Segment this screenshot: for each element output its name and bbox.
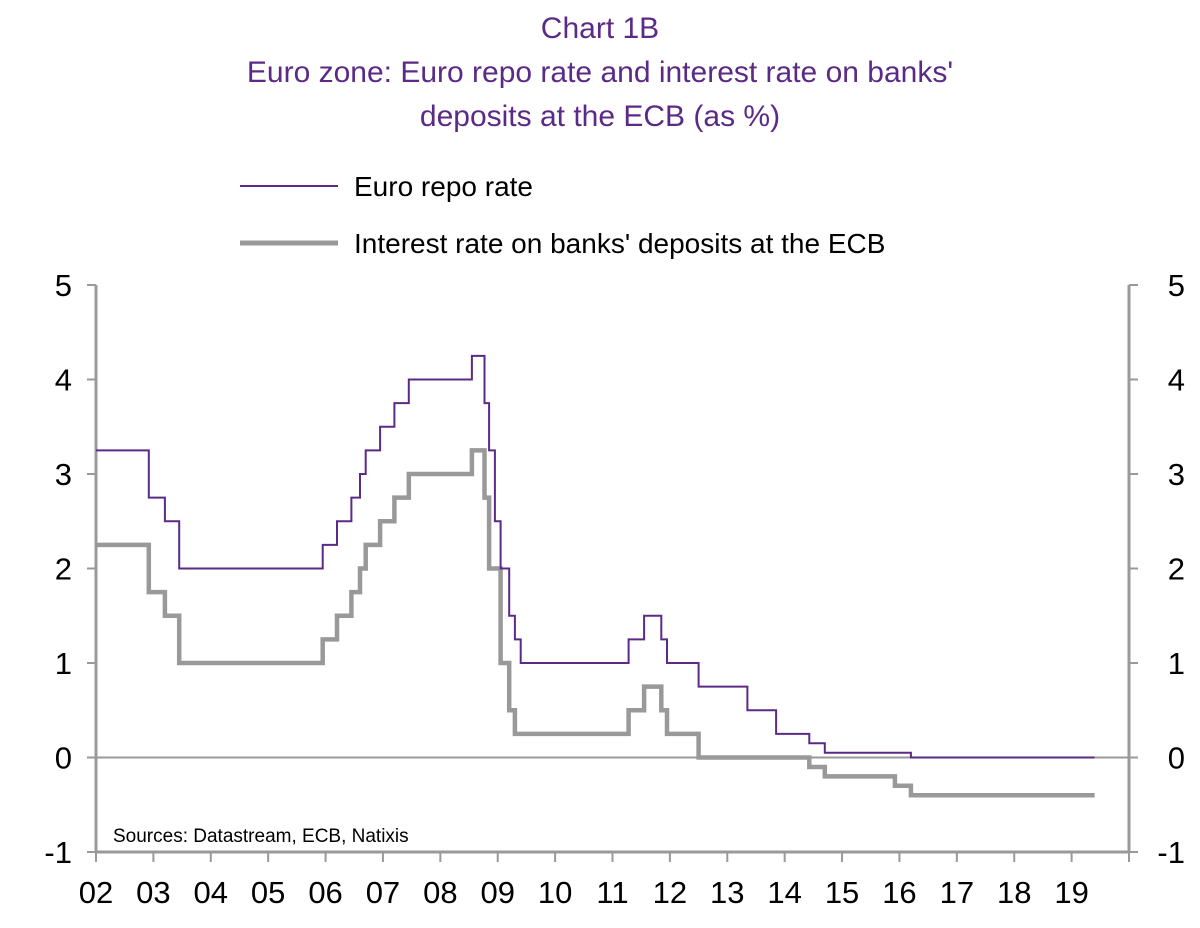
- x-tick-label: 10: [538, 875, 572, 910]
- x-tick-label: 15: [825, 875, 859, 910]
- source-note: Sources: Datastream, ECB, Natixis: [113, 826, 409, 847]
- y-tick-label-left: 4: [55, 363, 72, 398]
- y-tick-label-right: -1: [1157, 835, 1185, 870]
- legend: Euro repo rate Interest rate on banks' d…: [240, 171, 885, 259]
- x-tick-label: 19: [1054, 875, 1088, 910]
- x-tick-label: 02: [79, 875, 113, 910]
- y-tick-label-left: 3: [55, 457, 72, 492]
- x-tick-label: 04: [194, 875, 228, 910]
- x-tick-label: 16: [882, 875, 916, 910]
- y-tick-label-left: -1: [44, 835, 72, 870]
- series-line-repo: [96, 354, 1095, 759]
- y-tick-label-right: 0: [1168, 741, 1185, 776]
- x-tick-label: 17: [940, 875, 974, 910]
- y-tick-label-right: 3: [1168, 457, 1185, 492]
- x-tick-label: 03: [136, 875, 170, 910]
- x-tick-label: 14: [767, 875, 801, 910]
- legend-label-repo: Euro repo rate: [354, 171, 533, 202]
- chart-title: Chart 1B: [541, 12, 659, 45]
- y-tick-label-left: 0: [55, 741, 72, 776]
- y-tick-label-right: 4: [1168, 363, 1185, 398]
- y-tick-label-left: 2: [55, 552, 72, 587]
- chart-subtitle-line-2: deposits at the ECB (as %): [420, 100, 780, 133]
- series-layer: [96, 354, 1095, 798]
- x-tick-label: 18: [997, 875, 1031, 910]
- y-tick-label-left: 1: [55, 646, 72, 681]
- y-tick-label-left: 5: [55, 268, 72, 303]
- x-tick-label: 06: [308, 875, 342, 910]
- chart-subtitle-line-1: Euro zone: Euro repo rate and interest r…: [247, 56, 953, 89]
- x-tick-label: 13: [710, 875, 744, 910]
- x-tick-label: 09: [480, 875, 514, 910]
- legend-label-deposit: Interest rate on banks' deposits at the …: [354, 228, 885, 259]
- y-tick-label-right: 1: [1168, 646, 1185, 681]
- series-line-deposit: [96, 448, 1095, 798]
- x-tick-label: 05: [251, 875, 285, 910]
- x-tick-label: 07: [366, 875, 400, 910]
- y-tick-label-right: 2: [1168, 552, 1185, 587]
- x-tick-label: 11: [596, 875, 628, 910]
- y-tick-label-right: 5: [1168, 268, 1185, 303]
- axes: 5 54 43 32 21 10 0-1 -102 03 04 05 06 07 08 09 10 11 12 13…: [44, 268, 1185, 910]
- x-tick-label: 08: [423, 875, 457, 910]
- x-tick-label: 12: [653, 875, 687, 910]
